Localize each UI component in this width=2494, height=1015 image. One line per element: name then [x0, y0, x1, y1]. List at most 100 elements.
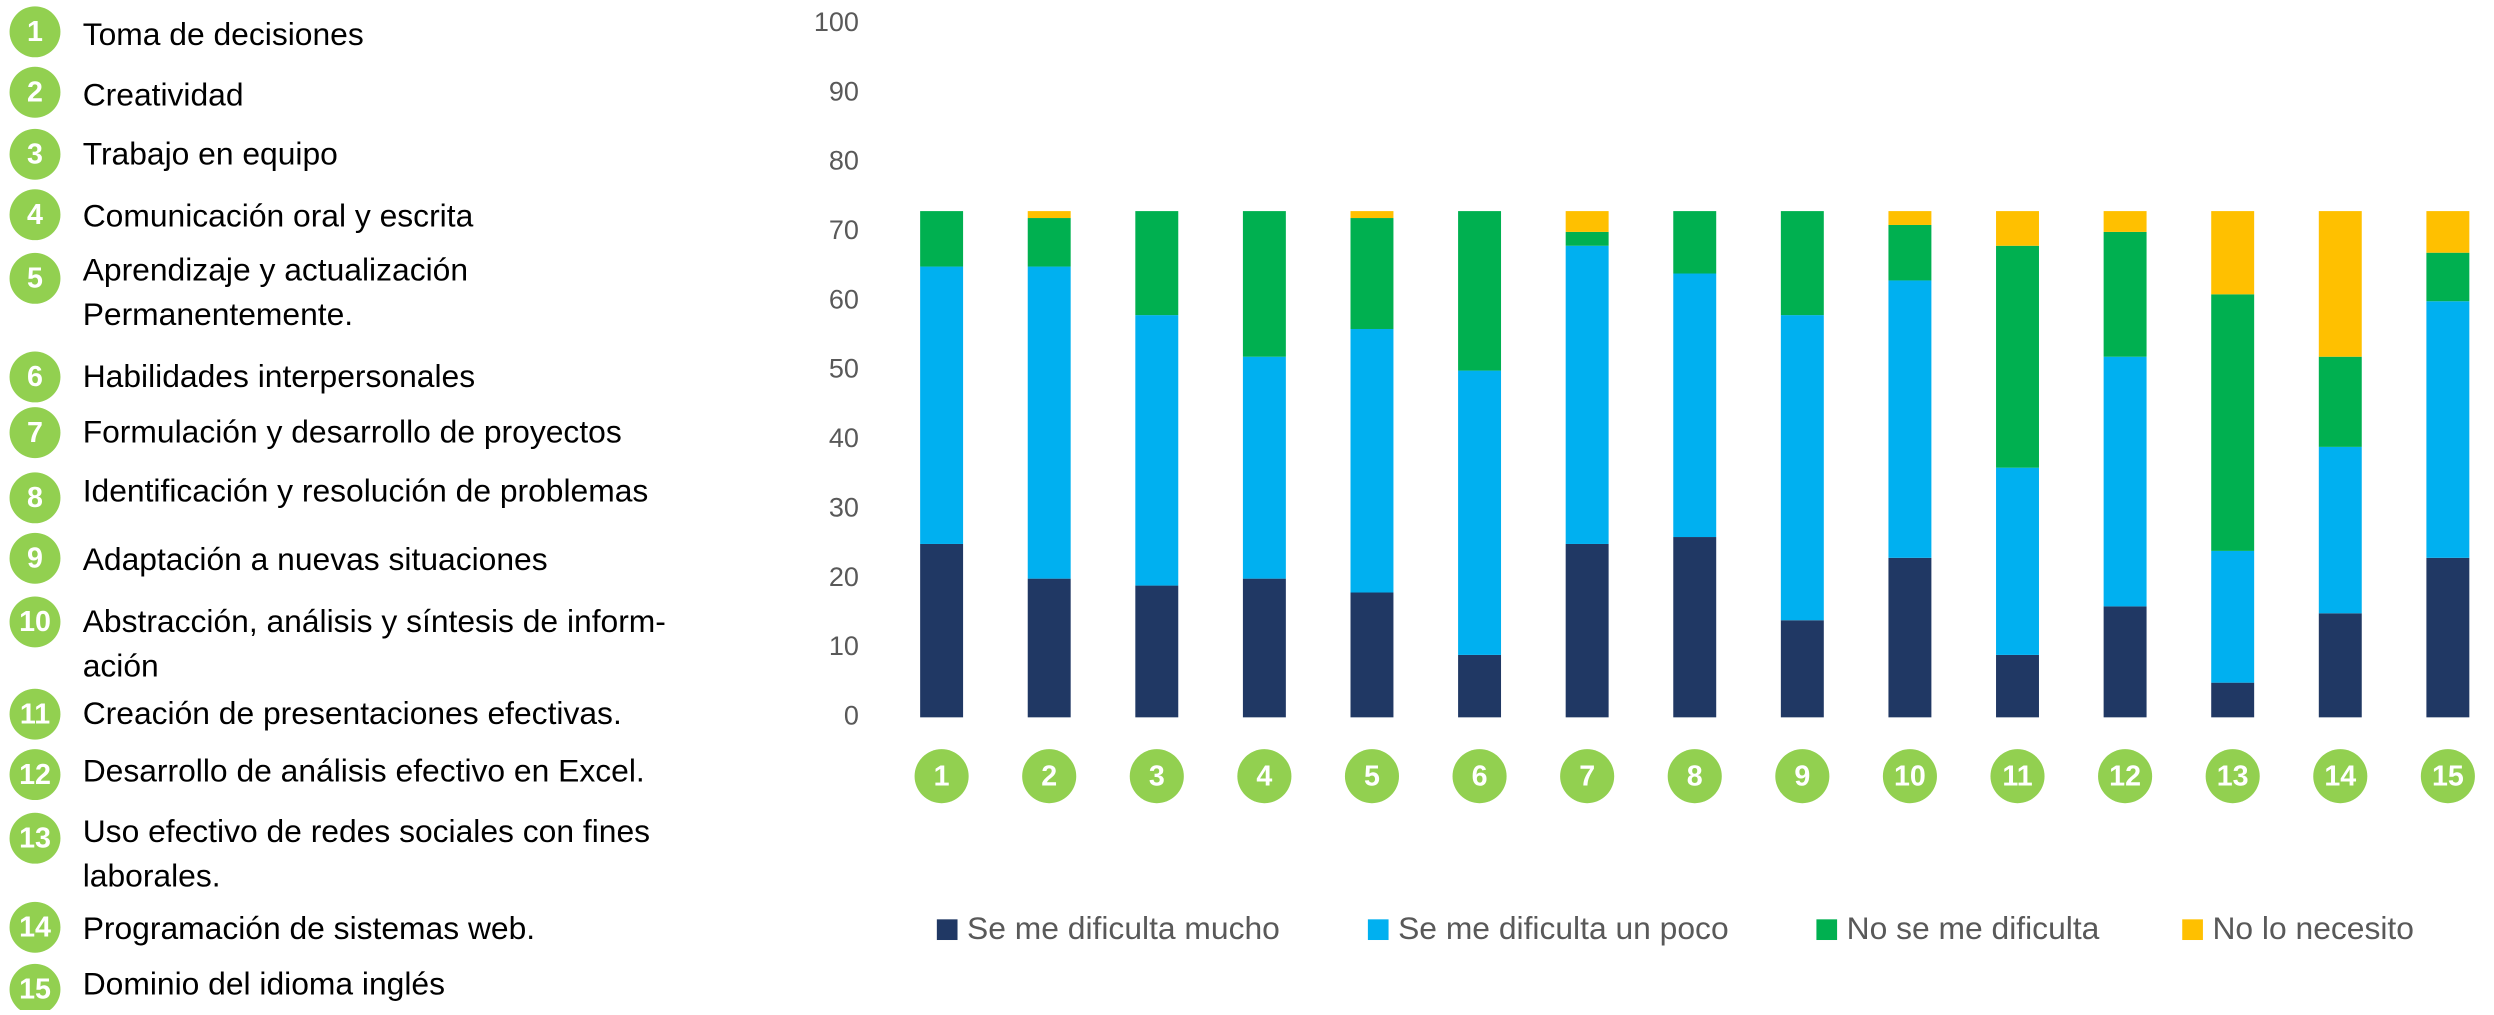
- category-badge: [1667, 749, 1722, 804]
- x-tick-label: 3: [1149, 760, 1165, 792]
- legend-label: Se me dificulta mucho: [967, 910, 1280, 946]
- item-number: 14: [19, 911, 51, 943]
- category-badge: [1022, 749, 1077, 804]
- item-number: 4: [27, 199, 43, 231]
- item-badge: [9, 749, 61, 801]
- bar-segment: [1996, 211, 2039, 246]
- x-tick-label: 12: [2109, 760, 2141, 792]
- bar-segment: [1996, 654, 2039, 718]
- bar-segment: [2103, 606, 2147, 718]
- bar-segment: [1888, 211, 1932, 225]
- bar-segment: [2318, 211, 2362, 357]
- bar-segment: [1780, 211, 1824, 316]
- bar-segment: [1135, 211, 1179, 316]
- item-number: 1: [27, 16, 43, 48]
- bar-segment: [1996, 245, 2039, 468]
- bar-segment: [1135, 585, 1179, 718]
- x-tick-label: 8: [1687, 760, 1703, 792]
- item-label: Dominio del idioma inglés: [83, 966, 445, 1002]
- item-badge: [9, 963, 61, 1015]
- item-number: 13: [19, 822, 51, 854]
- item-label: Habilidades interpersonales: [83, 358, 475, 394]
- bar-segment: [2211, 682, 2255, 718]
- x-tick-label: 1: [934, 760, 950, 792]
- item-label: Formulación y desarrollo de proyectos: [83, 414, 622, 450]
- bar-segment: [1565, 543, 1609, 718]
- x-tick-label: 2: [1041, 760, 1057, 792]
- item-number: 9: [27, 542, 43, 574]
- legend-swatch: [1816, 919, 1838, 941]
- bar-segment: [1888, 280, 1932, 558]
- item-badge: [9, 407, 61, 459]
- item-badge: [9, 688, 61, 740]
- bar-segment: [2103, 356, 2147, 607]
- item-label: Uso efectivo de redes sociales con fines: [83, 813, 650, 849]
- bar-segment: [920, 266, 964, 544]
- item-badge: [9, 128, 61, 180]
- y-tick-label: 30: [829, 492, 859, 522]
- legend-swatch: [2182, 919, 2203, 941]
- bar-segment: [2103, 211, 2147, 232]
- item-badge: [9, 6, 61, 58]
- item-badge: [9, 252, 61, 304]
- category-badge: [1129, 749, 1184, 804]
- bar-segment: [1996, 467, 2039, 655]
- bar-segment: [1458, 654, 1502, 718]
- item-number: 2: [27, 76, 43, 108]
- item-label: laborales.: [83, 857, 221, 893]
- legend-swatch: [936, 919, 958, 941]
- legend-label: No se me dificulta: [1847, 910, 2100, 946]
- bar-segment: [1027, 218, 1071, 267]
- bar-segment: [1350, 592, 1394, 718]
- x-tick-label: 4: [1256, 760, 1272, 792]
- y-tick-label: 90: [829, 76, 859, 106]
- bar-segment: [920, 211, 964, 267]
- bar-segment: [2426, 252, 2470, 302]
- item-number: 12: [19, 759, 51, 791]
- item-number: 7: [27, 417, 43, 449]
- item-number: 8: [27, 482, 43, 514]
- bar-segment: [1242, 211, 1286, 357]
- bar-segment: [1027, 211, 1071, 219]
- bar-segment: [1780, 315, 1824, 621]
- item-number: 10: [19, 606, 51, 638]
- x-tick-label: 15: [2432, 760, 2464, 792]
- category-badge: [1452, 749, 1507, 804]
- y-tick-label: 20: [829, 562, 859, 592]
- item-badge: [9, 901, 61, 953]
- bar-segment: [1242, 356, 1286, 579]
- bar-segment: [2103, 231, 2147, 357]
- item-number: 11: [20, 698, 50, 730]
- x-tick-label: 11: [2002, 760, 2032, 792]
- y-tick-label: 40: [829, 423, 859, 453]
- bar-segment: [1565, 231, 1609, 246]
- item-label: Adaptación a nuevas situaciones: [83, 541, 548, 577]
- bar-segment: [1242, 578, 1286, 718]
- x-tick-label: 13: [2217, 760, 2249, 792]
- item-label: ación: [83, 647, 159, 683]
- x-tick-label: 10: [1894, 760, 1926, 792]
- bar-segment: [1673, 211, 1717, 274]
- category-badge: [1344, 749, 1400, 804]
- category-badge: [914, 749, 969, 804]
- item-badge: [9, 812, 61, 864]
- bar-segment: [1458, 370, 1502, 655]
- bar-segment: [1888, 557, 1932, 718]
- bar-segment: [1673, 537, 1717, 718]
- bar-segment: [2426, 557, 2470, 718]
- item-number: 15: [19, 973, 51, 1005]
- bar-segment: [1350, 211, 1394, 219]
- y-tick-label: 80: [829, 146, 859, 176]
- y-tick-label: 100: [814, 7, 859, 37]
- bar-segment: [2318, 446, 2362, 614]
- item-label: Desarrollo de análisis efectivo en Excel…: [83, 752, 645, 788]
- bar-segment: [2211, 294, 2255, 551]
- bar-segment: [1888, 224, 1932, 281]
- item-badge: [9, 472, 61, 524]
- x-tick-label: 6: [1472, 760, 1488, 792]
- item-label: Aprendizaje y actualización: [83, 251, 468, 287]
- item-badge: [9, 189, 61, 241]
- y-tick-label: 60: [829, 284, 859, 314]
- bar-segment: [1350, 218, 1394, 329]
- item-badge: [9, 596, 61, 648]
